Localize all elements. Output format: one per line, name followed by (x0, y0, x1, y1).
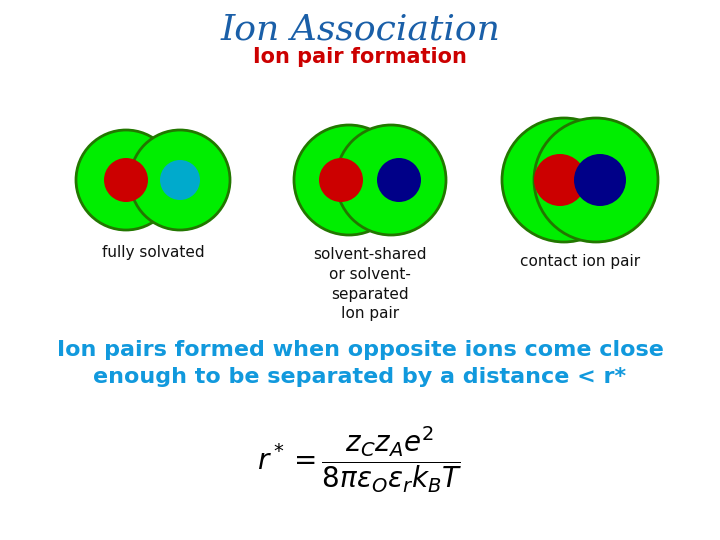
Circle shape (377, 158, 421, 202)
Text: solvent-shared
or solvent-
separated
Ion pair: solvent-shared or solvent- separated Ion… (313, 247, 427, 321)
Circle shape (574, 154, 626, 206)
Circle shape (502, 118, 626, 242)
Circle shape (130, 130, 230, 230)
Circle shape (336, 125, 446, 235)
Text: Ion Association: Ion Association (220, 13, 500, 47)
Text: Ion pair formation: Ion pair formation (253, 47, 467, 67)
Text: Ion pairs formed when opposite ions come close: Ion pairs formed when opposite ions come… (57, 340, 663, 360)
Circle shape (294, 125, 404, 235)
Circle shape (160, 160, 200, 200)
Circle shape (534, 118, 658, 242)
Circle shape (76, 130, 176, 230)
Text: contact ion pair: contact ion pair (520, 254, 640, 269)
Circle shape (319, 158, 363, 202)
Text: $r^* = \dfrac{z_C z_A e^2}{8\pi\varepsilon_O \varepsilon_r k_B T}$: $r^* = \dfrac{z_C z_A e^2}{8\pi\varepsil… (258, 425, 462, 495)
Text: enough to be separated by a distance < r*: enough to be separated by a distance < r… (94, 367, 626, 387)
Circle shape (104, 158, 148, 202)
Text: fully solvated: fully solvated (102, 245, 204, 260)
Circle shape (534, 154, 586, 206)
